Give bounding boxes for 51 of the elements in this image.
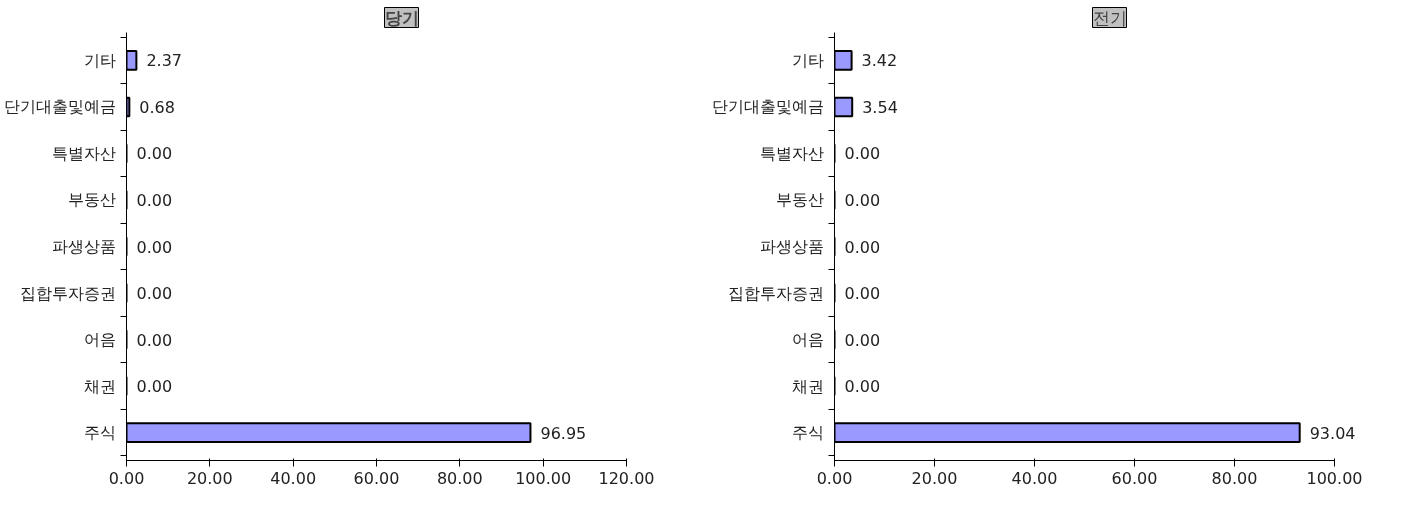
y-tick-label: 단기대출및예금 — [3, 97, 116, 117]
y-tick-label: 집합투자증권 — [19, 283, 116, 303]
data-label: 0.00 — [136, 377, 173, 397]
x-tick-label: 40.00 — [270, 468, 317, 488]
x-tick-label: 0.00 — [108, 468, 145, 488]
data-label: 96.95 — [540, 423, 587, 443]
data-label: 3.54 — [862, 97, 898, 117]
y-tick-label: 주식 — [83, 423, 116, 443]
chart-title: 당기 — [384, 7, 419, 28]
x-tick-label: 0.00 — [816, 468, 853, 488]
chart-title: 전기 — [1092, 7, 1127, 28]
data-label: 93.04 — [1309, 423, 1356, 443]
data-label: 0.00 — [844, 237, 881, 257]
data-label: 0.00 — [844, 330, 881, 350]
y-tick-label: 채권 — [83, 376, 116, 396]
x-tick-label: 120.00 — [598, 468, 655, 488]
x-tick-label: 100.00 — [515, 468, 572, 488]
data-label: 0.00 — [844, 190, 881, 210]
y-tick-label: 어음 — [791, 330, 824, 350]
data-label: 2.37 — [146, 51, 182, 71]
y-tick-label: 특별자산 — [51, 143, 116, 163]
x-tick-label: 20.00 — [186, 468, 233, 488]
x-tick-label: 60.00 — [353, 468, 400, 488]
y-tick-label: 채권 — [791, 376, 824, 396]
data-label: 0.68 — [139, 97, 175, 117]
data-label: 0.00 — [136, 284, 173, 304]
x-tick-label: 80.00 — [436, 468, 483, 488]
data-label: 0.00 — [844, 284, 881, 304]
y-tick-label: 파생상품 — [51, 237, 116, 256]
data-label: 0.00 — [136, 190, 173, 210]
data-label: 0.00 — [844, 144, 881, 164]
y-tick-label: 기타 — [791, 50, 824, 70]
data-label: 0.00 — [844, 377, 881, 397]
y-tick-label: 집합투자증권 — [727, 283, 824, 303]
data-label: 0.00 — [136, 144, 173, 164]
data-label: 0.00 — [136, 330, 173, 350]
x-tick-label: 80.00 — [1211, 468, 1258, 488]
x-tick-label: 20.00 — [911, 468, 958, 488]
data-label: 0.00 — [136, 237, 173, 257]
x-tick-label: 100.00 — [1306, 468, 1363, 488]
data-label: 3.42 — [861, 51, 898, 71]
y-tick-label: 파생상품 — [759, 237, 824, 256]
y-tick-label: 단기대출및예금 — [711, 97, 824, 117]
y-tick-label: 기타 — [83, 50, 116, 70]
y-tick-label: 부동산 — [775, 190, 824, 210]
x-tick-label: 40.00 — [1011, 468, 1058, 488]
y-tick-label: 어음 — [83, 330, 116, 350]
y-tick-label: 특별자산 — [759, 143, 824, 163]
x-tick-label: 60.00 — [1111, 468, 1158, 488]
y-tick-label: 주식 — [791, 423, 824, 443]
y-tick-label: 부동산 — [67, 190, 116, 210]
